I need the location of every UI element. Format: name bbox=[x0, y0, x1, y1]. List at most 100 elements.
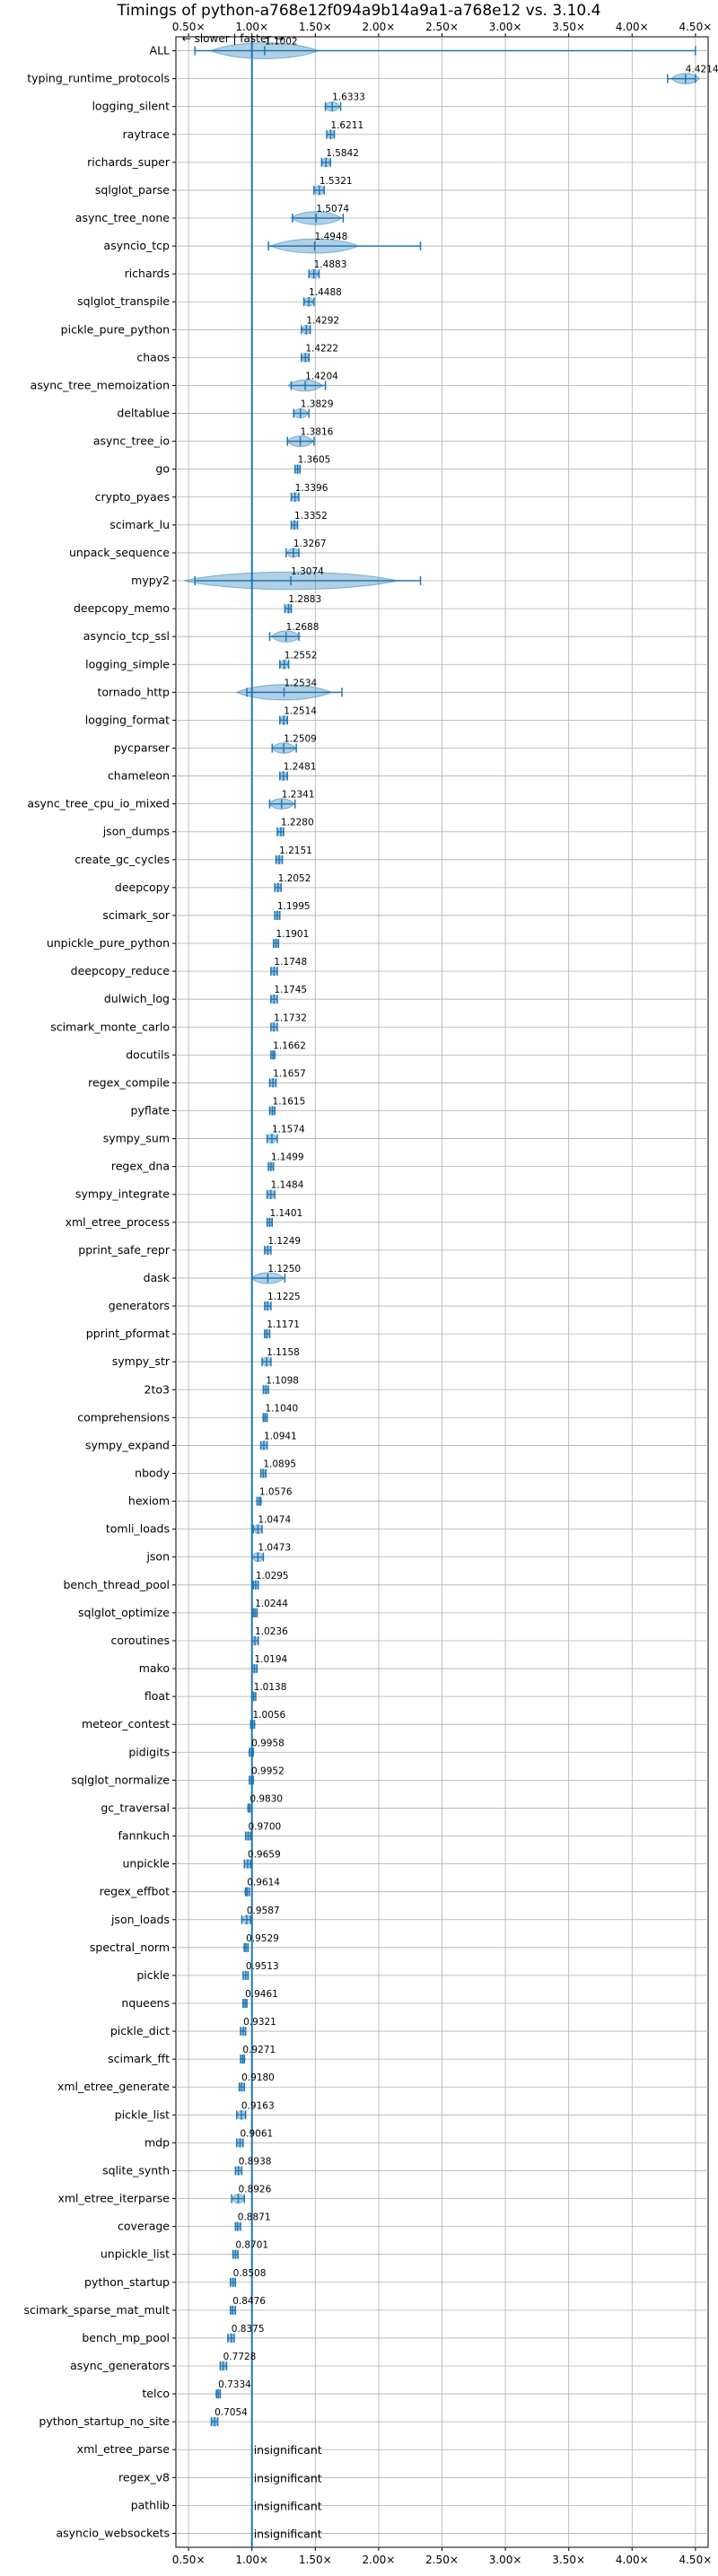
benchmark-label: mdp bbox=[144, 2135, 170, 2149]
median-value-label: 1.1732 bbox=[274, 1012, 307, 1023]
median-value-label: 1.5842 bbox=[326, 148, 359, 159]
benchmark-label: pycparser bbox=[114, 740, 171, 754]
chart-title: Timings of python-a768e12f094a9b14a9a1-a… bbox=[117, 2, 601, 20]
benchmark-label: raytrace bbox=[123, 127, 171, 141]
benchmark-label: logging_format bbox=[85, 713, 170, 726]
benchmark-label: pickle bbox=[136, 1968, 170, 1982]
benchmark-label: unpack_sequence bbox=[69, 546, 170, 559]
benchmark-label: pprint_pformat bbox=[86, 1327, 170, 1340]
median-value-label: 0.9587 bbox=[247, 1906, 280, 1916]
benchmark-label: scimark_sparse_mat_mult bbox=[24, 2303, 171, 2317]
median-value-label: 0.8701 bbox=[235, 2240, 268, 2251]
benchmark-label: scimark_monte_carlo bbox=[50, 1020, 170, 1033]
median-value-label: 0.9700 bbox=[248, 1822, 281, 1833]
benchmark-label: spectral_norm bbox=[90, 1941, 170, 1954]
benchmark-label: deltablue bbox=[117, 407, 170, 420]
x-tick-label-bottom: 1.50× bbox=[299, 2554, 332, 2566]
median-value-label: 0.9321 bbox=[243, 2017, 276, 2028]
median-value-label: 1.2534 bbox=[284, 678, 317, 688]
benchmark-label: async_tree_none bbox=[75, 211, 171, 224]
median-value-label: 0.9958 bbox=[251, 1738, 285, 1748]
x-tick-label-top: 1.00× bbox=[235, 21, 268, 33]
median-value-label: 1.0236 bbox=[255, 1626, 288, 1637]
median-value-label: 1.1249 bbox=[267, 1236, 301, 1247]
median-value-label: 0.8926 bbox=[239, 2185, 272, 2195]
benchmark-label: regex_effbot bbox=[100, 1885, 170, 1898]
benchmark-label: async_generators bbox=[70, 2359, 170, 2372]
median-value-label: 1.0473 bbox=[258, 1543, 291, 1554]
median-value-label: 1.0895 bbox=[263, 1459, 296, 1470]
median-value-label: 1.0056 bbox=[253, 1710, 286, 1721]
benchmark-label: pickle_pure_python bbox=[61, 322, 170, 336]
benchmark-label: sympy_str bbox=[112, 1354, 171, 1368]
median-value-label: 1.1002 bbox=[265, 37, 298, 48]
benchmark-label: deepcopy_reduce bbox=[71, 964, 171, 977]
x-tick-label-top: 3.00× bbox=[489, 21, 522, 33]
benchmark-label: mypy2 bbox=[131, 574, 170, 587]
median-value-label: 1.1901 bbox=[276, 929, 310, 940]
median-value-label: 0.8508 bbox=[233, 2268, 267, 2279]
median-value-label: 0.9180 bbox=[241, 2072, 275, 2083]
median-value-label: 1.0941 bbox=[264, 1431, 297, 1441]
benchmark-label: typing_runtime_protocols bbox=[27, 72, 170, 85]
benchmark-label: comprehensions bbox=[77, 1410, 170, 1424]
insignificant-label: insignificant bbox=[254, 2527, 322, 2540]
benchmark-label: async_tree_memoization bbox=[31, 378, 170, 391]
benchmark-label: unpickle_pure_python bbox=[47, 936, 170, 950]
x-tick-label-bottom: 3.50× bbox=[552, 2554, 585, 2566]
insignificant-label: insignificant bbox=[254, 2499, 322, 2512]
median-value-label: 1.1098 bbox=[266, 1375, 299, 1386]
median-value-label: 1.0474 bbox=[258, 1515, 291, 1526]
benchmark-label: asyncio_websockets bbox=[56, 2526, 170, 2539]
benchmark-label: logging_silent bbox=[92, 100, 170, 113]
benchmark-label: pickle_list bbox=[115, 2107, 170, 2121]
median-value-label: 1.4948 bbox=[315, 232, 348, 242]
median-value-label: 1.3396 bbox=[295, 483, 328, 494]
benchmark-label: asyncio_tcp_ssl bbox=[83, 629, 170, 643]
median-value-label: 0.8938 bbox=[239, 2156, 272, 2167]
median-value-label: 1.3267 bbox=[293, 539, 327, 549]
benchmark-label: deepcopy bbox=[115, 881, 171, 894]
median-value-label: 1.1401 bbox=[269, 1208, 302, 1219]
median-value-label: 1.1040 bbox=[265, 1403, 298, 1414]
benchmark-label: ALL bbox=[150, 44, 171, 57]
median-value-label: 1.1574 bbox=[272, 1125, 305, 1135]
median-value-label: 1.0138 bbox=[254, 1682, 287, 1693]
median-value-label: 1.2052 bbox=[278, 873, 311, 884]
benchmark-label: regex_v8 bbox=[118, 2470, 170, 2484]
insignificant-label: insignificant bbox=[254, 2471, 322, 2484]
benchmark-label: pickle_dict bbox=[110, 2024, 170, 2037]
median-value-label: 1.4883 bbox=[314, 259, 347, 270]
median-value-label: 1.0244 bbox=[255, 1599, 288, 1609]
benchmark-label: scimark_sor bbox=[102, 908, 170, 922]
median-value-label: 0.8476 bbox=[232, 2296, 266, 2307]
benchmark-label: tomli_loads bbox=[106, 1522, 170, 1536]
benchmark-label: sqlglot_normalize bbox=[71, 1773, 170, 1786]
median-value-label: 0.9513 bbox=[246, 1961, 279, 1972]
median-value-label: 1.2481 bbox=[284, 762, 317, 773]
benchmark-label: float bbox=[144, 1689, 170, 1703]
benchmark-label: sympy_expand bbox=[85, 1438, 170, 1451]
median-value-label: 1.1225 bbox=[267, 1292, 301, 1302]
median-value-label: 0.7728 bbox=[223, 2352, 257, 2362]
benchmark-label: xml_etree_generate bbox=[57, 2080, 170, 2093]
benchmark-label: pidigits bbox=[128, 1745, 170, 1758]
benchmark-label: xml_etree_iterparse bbox=[57, 2192, 170, 2205]
benchmark-label: json_dumps bbox=[102, 825, 170, 838]
benchmark-label: regex_dna bbox=[111, 1160, 170, 1173]
x-tick-label-bottom: 4.50× bbox=[679, 2554, 712, 2566]
benchmark-label: telco bbox=[142, 2387, 170, 2400]
benchmark-label: coroutines bbox=[111, 1634, 170, 1647]
benchmark-label: meteor_contest bbox=[82, 1717, 170, 1730]
benchmark-label: asyncio_tcp bbox=[104, 239, 171, 252]
median-value-label: 1.5321 bbox=[320, 176, 353, 187]
median-value-label: 0.9952 bbox=[251, 1766, 285, 1776]
median-value-label: 1.1615 bbox=[273, 1096, 306, 1107]
median-value-label: 1.5074 bbox=[316, 204, 349, 215]
benchmark-label: xml_etree_parse bbox=[77, 2442, 171, 2456]
benchmark-label: richards bbox=[125, 267, 170, 280]
median-value-label: 0.9461 bbox=[245, 1989, 278, 2000]
median-value-label: 0.7334 bbox=[218, 2379, 251, 2390]
median-value-label: 0.9061 bbox=[240, 2128, 273, 2139]
